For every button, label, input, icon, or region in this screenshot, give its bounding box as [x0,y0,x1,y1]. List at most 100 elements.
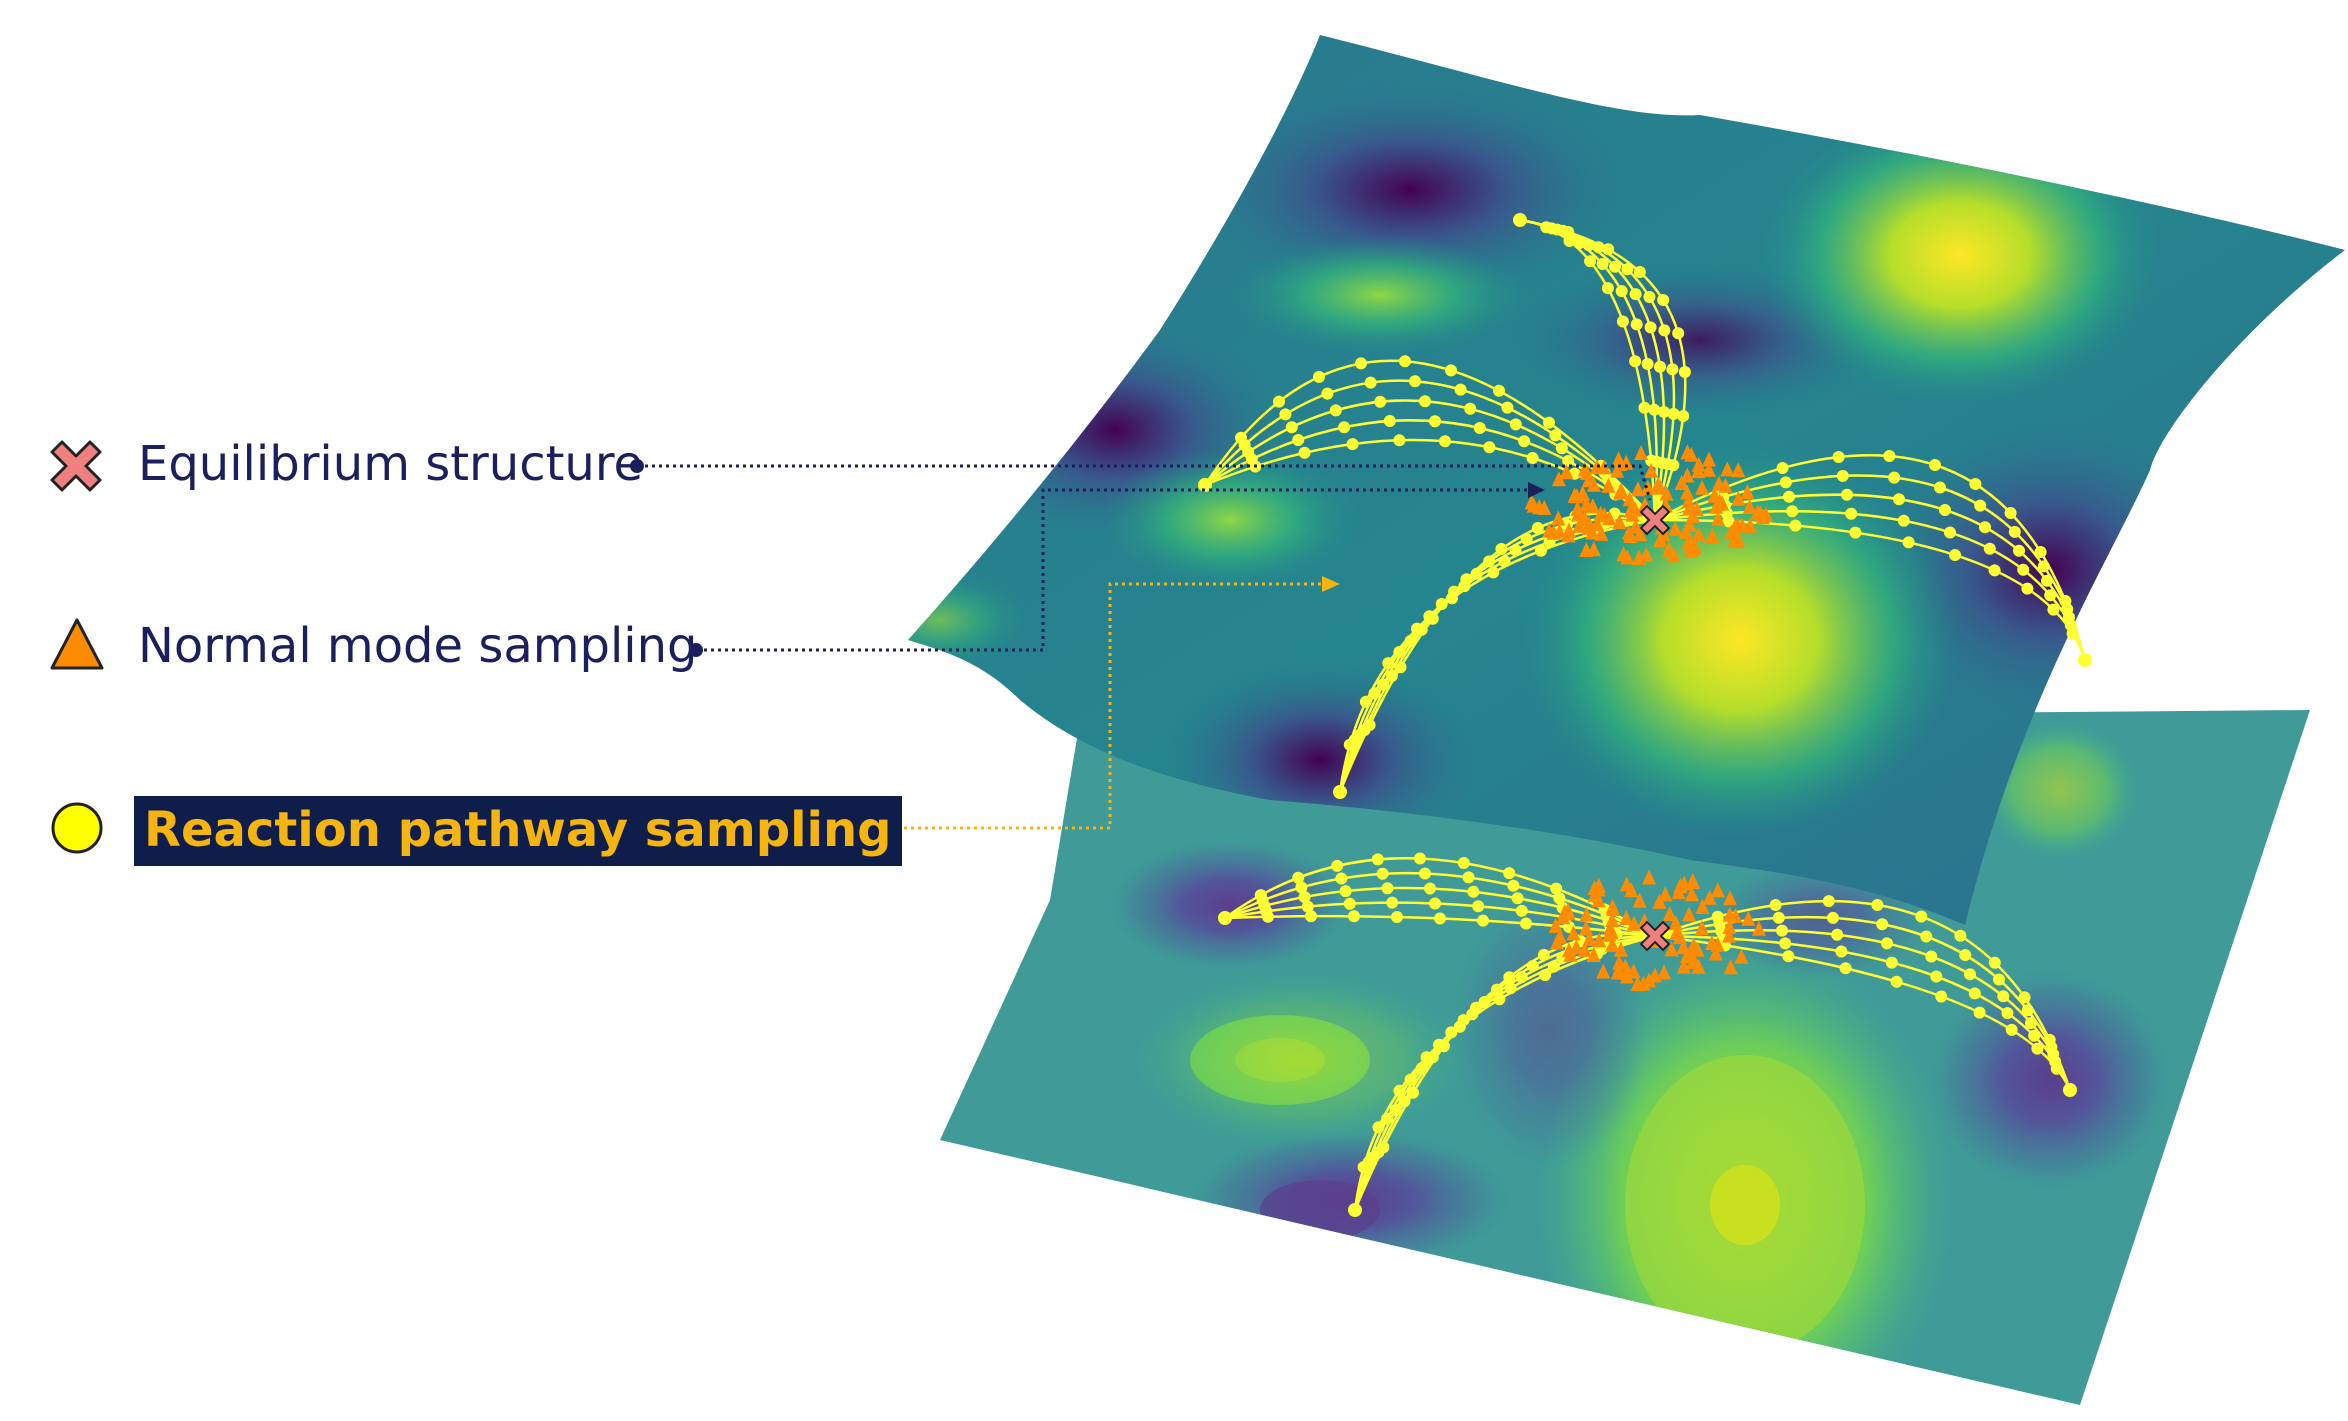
pathway-bottom-west-point [1515,904,1528,917]
normal-mode-bottom-triangle [1586,947,1601,962]
normal-mode-bottom-triangle [1680,947,1694,963]
pathway-top-east-point [1888,471,1901,484]
pathway-top-east-point [2008,525,2021,538]
pathway-bottom-east-point [1779,937,1792,950]
pathway-bottom-east-point [2018,991,2031,1004]
connector-normal-mode [689,482,1545,657]
normal-mode-bottom-triangle [1671,884,1686,900]
normal-mode-top-triangle [1689,501,1704,516]
pathway-top-west-point [1555,442,1568,455]
pathway-bottom-west-point [1457,857,1470,869]
normal-mode-top-triangle [1593,505,1608,521]
pathway-top-north-point [1654,360,1666,373]
pathway-top-east-point [1845,507,1858,520]
pathway-top-west-point [1454,383,1467,396]
normal-mode-bottom-triangle [1664,941,1679,957]
pathway-top-north-point [1584,255,1597,268]
normal-mode-bottom-triangle [1741,910,1756,926]
normal-mode-top-triangle [1620,549,1635,565]
normal-mode-top-triangle [1623,528,1638,543]
normal-mode-top-triangle [1743,517,1757,533]
pathway-top-west-point [1526,452,1539,464]
equilibrium-marker-bottom [1639,920,1671,952]
pathway-bottom-east-point [1881,937,1893,950]
pathway-top-west-point [1493,384,1505,397]
pathway-bottom-east-point [2005,1023,2018,1036]
pathway-top-southwest-point [1393,646,1406,658]
legend-label-normal-mode: Normal mode sampling [138,618,698,674]
normal-mode-top-triangle [1666,547,1681,563]
pathway-top-west-point [1419,395,1431,408]
pathway-top-west-point [1285,421,1298,434]
normal-mode-top-triangle [1561,522,1576,538]
normal-mode-bottom-triangle [1605,912,1620,927]
pathway-bottom-west-point [1507,879,1520,892]
x-cross-icon [50,440,102,492]
pathway-bottom-west-point [1477,914,1489,927]
pathway-top-north-point [1592,241,1605,254]
normal-mode-bottom-triangle [1579,906,1594,922]
pathway-top-west-point [1298,446,1311,459]
normal-mode-bottom-triangle [1636,975,1651,991]
pathway-top-west-point [1549,429,1562,442]
pathway-bottom-east-point [1973,1006,1986,1019]
normal-mode-bottom-triangle [1605,898,1620,914]
pathway-bottom-southwest-point [1491,983,1503,996]
pathway-top-east-point [1969,478,1982,490]
pathway-bottom-southwest-endpoint [1348,1203,1362,1217]
pathway-bottom-west-point [1429,897,1441,910]
pathway-bottom-west-point [1386,896,1399,909]
normal-mode-top-triangle [1731,462,1746,478]
normal-mode-bottom-triangle [1710,936,1725,952]
pathway-bottom-west-point [1339,885,1352,898]
pathway-top-east-point [1789,519,1802,532]
pathway-top-east-point [1849,526,1862,539]
normal-mode-top-triangle [1585,498,1600,514]
normal-mode-top-triangle [1740,484,1755,500]
pathway-top-west-point [1445,364,1457,377]
pathway-top-east-point [2021,582,2034,595]
pathway-top-west-point [1409,375,1421,388]
pathway-top-west-point [1483,441,1496,454]
pathway-top-west-point [1393,434,1406,447]
normal-mode-bottom-triangle [1626,963,1641,979]
normal-mode-samples-bottom [1548,869,1766,992]
pathway-bottom-southwest-point [1415,1062,1428,1075]
pathway-top-north-point [1633,266,1646,278]
pathway-bottom-west-point [1371,853,1384,866]
pathway-top-southwest-endpoint [1333,785,1347,799]
normal-mode-top-triangle [1728,518,1743,534]
pathway-top-west-point [1543,416,1555,429]
pathway-bottom-east-point [2001,1007,2014,1020]
pathway-top-north-point [1657,294,1670,306]
normal-mode-top-triangle [1628,501,1643,517]
normal-mode-top-triangle [1610,462,1625,478]
normal-mode-top-triangle [1720,461,1735,477]
pathway-top-north-point [1657,405,1670,418]
pathway-bottom-west-point [1335,872,1348,885]
normal-mode-top-triangle [1526,497,1541,513]
pathway-top-north-point [1678,366,1691,378]
pathway-bottom-east-point [1997,990,2010,1003]
normal-mode-top-triangle [1572,517,1587,533]
normal-mode-bottom-triangle [1685,872,1700,888]
pathway-top-east-point [1832,451,1845,463]
normal-mode-top-triangle [1551,471,1566,487]
normal-mode-top-triangle [1680,444,1695,460]
pathway-top-east-point [1949,549,1961,561]
pathway-bottom-east-point [1831,928,1844,941]
pathway-top-west-point [1383,415,1396,427]
normal-mode-bottom-triangle [1690,941,1705,957]
pathway-bottom-east-point [1954,929,1967,942]
pathway-top-west-point [1355,357,1367,370]
normal-mode-top-triangle [1594,525,1609,541]
normal-mode-bottom-triangle [1632,892,1647,908]
pathway-bottom-east-point [1915,910,1928,923]
pathway-top-west-endpoint [1198,478,1212,492]
normal-mode-top-triangle [1682,516,1697,532]
pathway-bottom-east-point [1993,973,2005,986]
pathway-top-east-point [2037,560,2050,573]
pathway-bottom-west-endpoint [1218,911,1232,925]
pathway-bottom-west-point [1503,867,1516,880]
pathway-top-east-point [1883,450,1896,462]
